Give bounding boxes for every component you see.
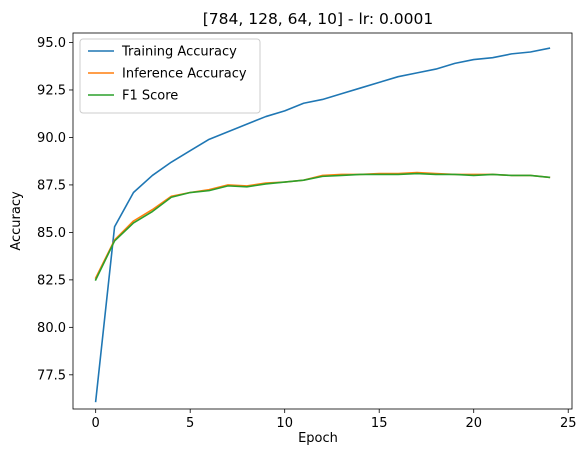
y-tick-label: 77.5: [37, 368, 66, 383]
y-tick-label: 90.0: [37, 131, 66, 146]
legend: Training Accuracy Inference Accuracy F1 Sc…: [79, 38, 261, 114]
y-tick-label: 87.5: [37, 178, 66, 193]
series-line-f1-score: [94, 172, 551, 281]
plot-area: [72, 32, 573, 410]
legend-label-inference-accuracy: Inference Accuracy: [122, 67, 247, 82]
series-line-inference-accuracy: [94, 171, 551, 280]
x-tick-label: 20: [465, 416, 482, 431]
legend-label-f1-score: F1 Score: [122, 89, 178, 104]
chart-title: [784, 128, 64, 10] - lr: 0.0001: [203, 10, 434, 28]
y-axis-ticks: 77.5 80.0 82.5 85.0 87.5 90.0 92.5 95.0: [37, 36, 73, 383]
y-tick-label: 85.0: [37, 226, 66, 241]
series-layer: [94, 47, 551, 403]
x-tick-label: 0: [92, 416, 100, 431]
series-line-training-accuracy: [94, 47, 551, 403]
legend-box: [79, 38, 261, 114]
x-axis-label: Epoch: [298, 431, 338, 446]
x-axis-ticks: 0 5 10 15 20 25: [92, 409, 577, 431]
x-tick-label: 5: [186, 416, 194, 431]
y-tick-label: 92.5: [37, 83, 66, 98]
y-axis-label: Accuracy: [9, 191, 24, 251]
legend-label-training-accuracy: Training Accuracy: [121, 45, 237, 60]
y-tick-label: 82.5: [37, 273, 66, 288]
x-tick-label: 15: [371, 416, 388, 431]
x-tick-label: 25: [560, 416, 577, 431]
x-tick-label: 10: [276, 416, 293, 431]
y-tick-label: 95.0: [37, 36, 66, 51]
plot-frame: [72, 32, 573, 410]
y-tick-label: 80.0: [37, 321, 66, 336]
